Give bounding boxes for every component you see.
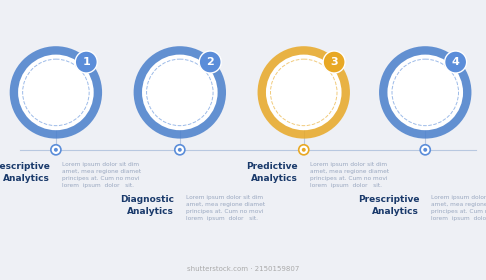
Circle shape [299,145,309,155]
Text: 4: 4 [451,57,460,67]
Circle shape [175,145,185,155]
Text: Descriptive
Analytics: Descriptive Analytics [0,162,50,183]
Circle shape [387,55,463,130]
Circle shape [258,46,350,139]
Wedge shape [177,77,187,93]
Text: Prescriptive
Analytics: Prescriptive Analytics [358,195,419,216]
Circle shape [423,148,427,152]
Text: Lorem ipsum dolor sit dim
amet, mea regione diamet
principes at. Cum no movi
lor: Lorem ipsum dolor sit dim amet, mea regi… [62,162,141,188]
Bar [58,101,61,106]
Circle shape [420,145,430,155]
Bar [176,98,179,104]
Bar [319,104,323,110]
Text: shutterstock.com · 2150159807: shutterstock.com · 2150159807 [187,266,299,272]
Circle shape [51,145,61,155]
Bar [323,105,326,110]
Circle shape [379,46,471,139]
Bar [316,107,319,110]
Circle shape [323,51,345,73]
Circle shape [142,55,218,130]
Bar [172,101,174,104]
Text: Lorem ipsum dolor sit dim
amet, mea regione diamet
principes at. Cum no movi
lor: Lorem ipsum dolor sit dim amet, mea regi… [310,162,389,188]
Text: 1: 1 [83,57,90,67]
Text: 2: 2 [207,57,214,67]
Bar [431,98,435,106]
Bar [181,100,184,104]
Bar [62,98,65,106]
Wedge shape [181,74,198,85]
Circle shape [199,51,221,73]
Text: Diagnostic
Analytics: Diagnostic Analytics [120,195,174,216]
Circle shape [134,46,226,139]
Circle shape [18,55,94,130]
Text: 3: 3 [330,57,338,67]
Text: Lorem ipsum dolor sit dim
amet, mea regione diamet
principes at. Cum no movi
lor: Lorem ipsum dolor sit dim amet, mea regi… [186,195,265,221]
Bar [427,101,431,106]
Text: Lorem ipsum dolor sit dim
amet, mea regione diamet
principes at. Cum no movi
lor: Lorem ipsum dolor sit dim amet, mea regi… [431,195,486,221]
Text: Predictive
Analytics: Predictive Analytics [246,162,298,183]
Circle shape [10,46,102,139]
Circle shape [266,55,342,130]
Bar [436,94,439,106]
Circle shape [302,148,306,152]
Circle shape [54,148,58,152]
Circle shape [178,148,182,152]
Circle shape [75,51,97,73]
Bar [66,100,69,106]
Wedge shape [181,85,198,95]
Circle shape [445,51,467,73]
